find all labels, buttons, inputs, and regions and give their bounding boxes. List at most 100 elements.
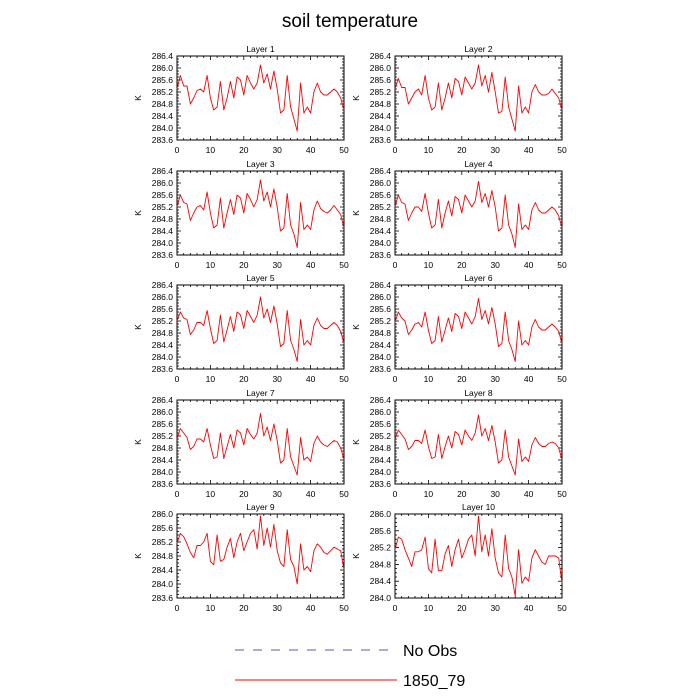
y-tick-label: 286.0 (370, 509, 392, 519)
x-tick-label: 40 (306, 260, 316, 270)
y-tick-label: 284.4 (152, 565, 174, 575)
x-tick-label: 40 (306, 603, 316, 613)
legend-item-1850-79: 1850_79 (235, 673, 465, 690)
figure-title: soil temperature (282, 11, 418, 32)
y-tick-label: 285.2 (152, 431, 174, 441)
x-tick-label: 30 (272, 374, 282, 384)
y-tick-label: 285.2 (370, 316, 392, 326)
y-axis-label: K (351, 324, 361, 330)
y-tick-label: 283.6 (152, 479, 174, 489)
panel-layer-4: Layer 4 283.6 284.0 284.4 284.8 285.2 285.6 286… (351, 159, 567, 270)
y-tick-label: 284.8 (152, 551, 174, 561)
y-tick-label: 284.0 (370, 123, 392, 133)
plot-frame (176, 513, 345, 599)
x-tick-label: 30 (490, 603, 500, 613)
y-tick-label: 284.0 (152, 579, 174, 589)
plot-frame (394, 55, 563, 141)
y-axis-label: K (351, 95, 361, 101)
x-tick-label: 0 (175, 145, 180, 155)
x-tick-label: 50 (557, 374, 567, 384)
y-tick-label: 286.4 (152, 51, 174, 61)
y-tick-label: 283.6 (370, 479, 392, 489)
y-axis-label: K (351, 553, 361, 559)
y-tick-label: 284.8 (152, 99, 174, 109)
y-tick-label: 285.6 (152, 304, 174, 314)
x-tick-label: 10 (206, 603, 216, 613)
y-tick-label: 283.6 (152, 364, 174, 374)
y-tick-label: 285.6 (370, 75, 392, 85)
y-tick-label: 285.6 (370, 419, 392, 429)
panel-layer-6: Layer 6 283.6 284.0 284.4 284.8 285.2 285.6 286… (351, 273, 567, 384)
x-tick-label: 50 (339, 489, 349, 499)
x-tick-label: 50 (339, 374, 349, 384)
panel-layer-9: Layer 9 283.6 284.0 284.4 284.8 285.2 285.6 286… (133, 502, 349, 613)
y-tick-label: 286.0 (152, 178, 174, 188)
x-tick-label: 20 (457, 260, 467, 270)
x-tick-label: 40 (524, 260, 534, 270)
y-tick-label: 284.8 (370, 328, 392, 338)
series-line-1850-79 (176, 413, 345, 476)
x-tick-label: 20 (457, 489, 467, 499)
y-tick-label: 286.0 (152, 292, 174, 302)
x-tick-label: 30 (272, 603, 282, 613)
x-tick-label: 40 (524, 489, 534, 499)
x-tick-label: 0 (393, 374, 398, 384)
plot-frame (394, 284, 563, 370)
y-tick-label: 285.2 (152, 316, 174, 326)
x-tick-label: 10 (424, 603, 434, 613)
panel-layer-3: Layer 3 283.6 284.0 284.4 284.8 285.2 285.6 286… (133, 159, 349, 270)
y-tick-label: 284.4 (152, 226, 174, 236)
y-tick-label: 284.4 (152, 455, 174, 465)
legend-label-no-obs: No Obs (403, 643, 457, 660)
legend: No Obs 1850_79 (235, 643, 465, 690)
y-tick-label: 286.4 (370, 51, 392, 61)
x-tick-label: 50 (339, 145, 349, 155)
y-tick-label: 284.4 (370, 340, 392, 350)
y-tick-label: 285.2 (370, 543, 392, 553)
x-tick-label: 30 (272, 489, 282, 499)
y-tick-label: 284.4 (152, 340, 174, 350)
x-tick-label: 0 (393, 603, 398, 613)
x-tick-label: 50 (557, 260, 567, 270)
x-tick-label: 10 (424, 489, 434, 499)
x-tick-label: 10 (424, 374, 434, 384)
x-tick-label: 50 (557, 489, 567, 499)
y-tick-label: 286.0 (370, 178, 392, 188)
x-tick-label: 40 (306, 145, 316, 155)
y-tick-label: 286.4 (370, 280, 392, 290)
x-tick-label: 20 (239, 489, 249, 499)
y-tick-label: 286.4 (370, 395, 392, 405)
panel-title: Layer 7 (246, 388, 275, 398)
panel-grid: Layer 1 283.6 284.0 284.4 284.8 285.2 285.6 286… (133, 44, 567, 613)
y-tick-label: 284.8 (370, 214, 392, 224)
x-tick-label: 0 (175, 603, 180, 613)
y-tick-label: 285.2 (370, 431, 392, 441)
series-line-1850-79 (176, 64, 345, 132)
x-tick-label: 40 (306, 489, 316, 499)
y-axis-label: K (133, 95, 143, 101)
x-tick-label: 30 (272, 145, 282, 155)
y-tick-label: 283.6 (370, 364, 392, 374)
y-tick-label: 283.6 (370, 135, 392, 145)
y-axis-label: K (351, 439, 361, 445)
y-tick-label: 284.0 (370, 238, 392, 248)
y-tick-label: 285.6 (370, 304, 392, 314)
y-tick-label: 283.6 (152, 250, 174, 260)
y-tick-label: 286.0 (152, 407, 174, 417)
series-line-1850-79 (176, 179, 345, 248)
y-tick-label: 286.4 (370, 166, 392, 176)
y-tick-label: 284.0 (152, 352, 174, 362)
plot-frame (176, 399, 345, 485)
y-tick-label: 285.2 (370, 87, 392, 97)
x-tick-label: 20 (457, 374, 467, 384)
series-line-1850-79 (394, 414, 563, 476)
series-line-1850-79 (394, 64, 563, 132)
y-tick-label: 284.8 (370, 559, 392, 569)
y-tick-label: 284.8 (152, 443, 174, 453)
panel-title: Layer 1 (246, 44, 275, 54)
plot-frame (176, 55, 345, 141)
panel-layer-8: Layer 8 283.6 284.0 284.4 284.8 285.2 285.6 286… (351, 388, 567, 499)
y-tick-label: 283.6 (152, 135, 174, 145)
panel-title: Layer 10 (462, 502, 495, 512)
x-tick-label: 30 (490, 374, 500, 384)
